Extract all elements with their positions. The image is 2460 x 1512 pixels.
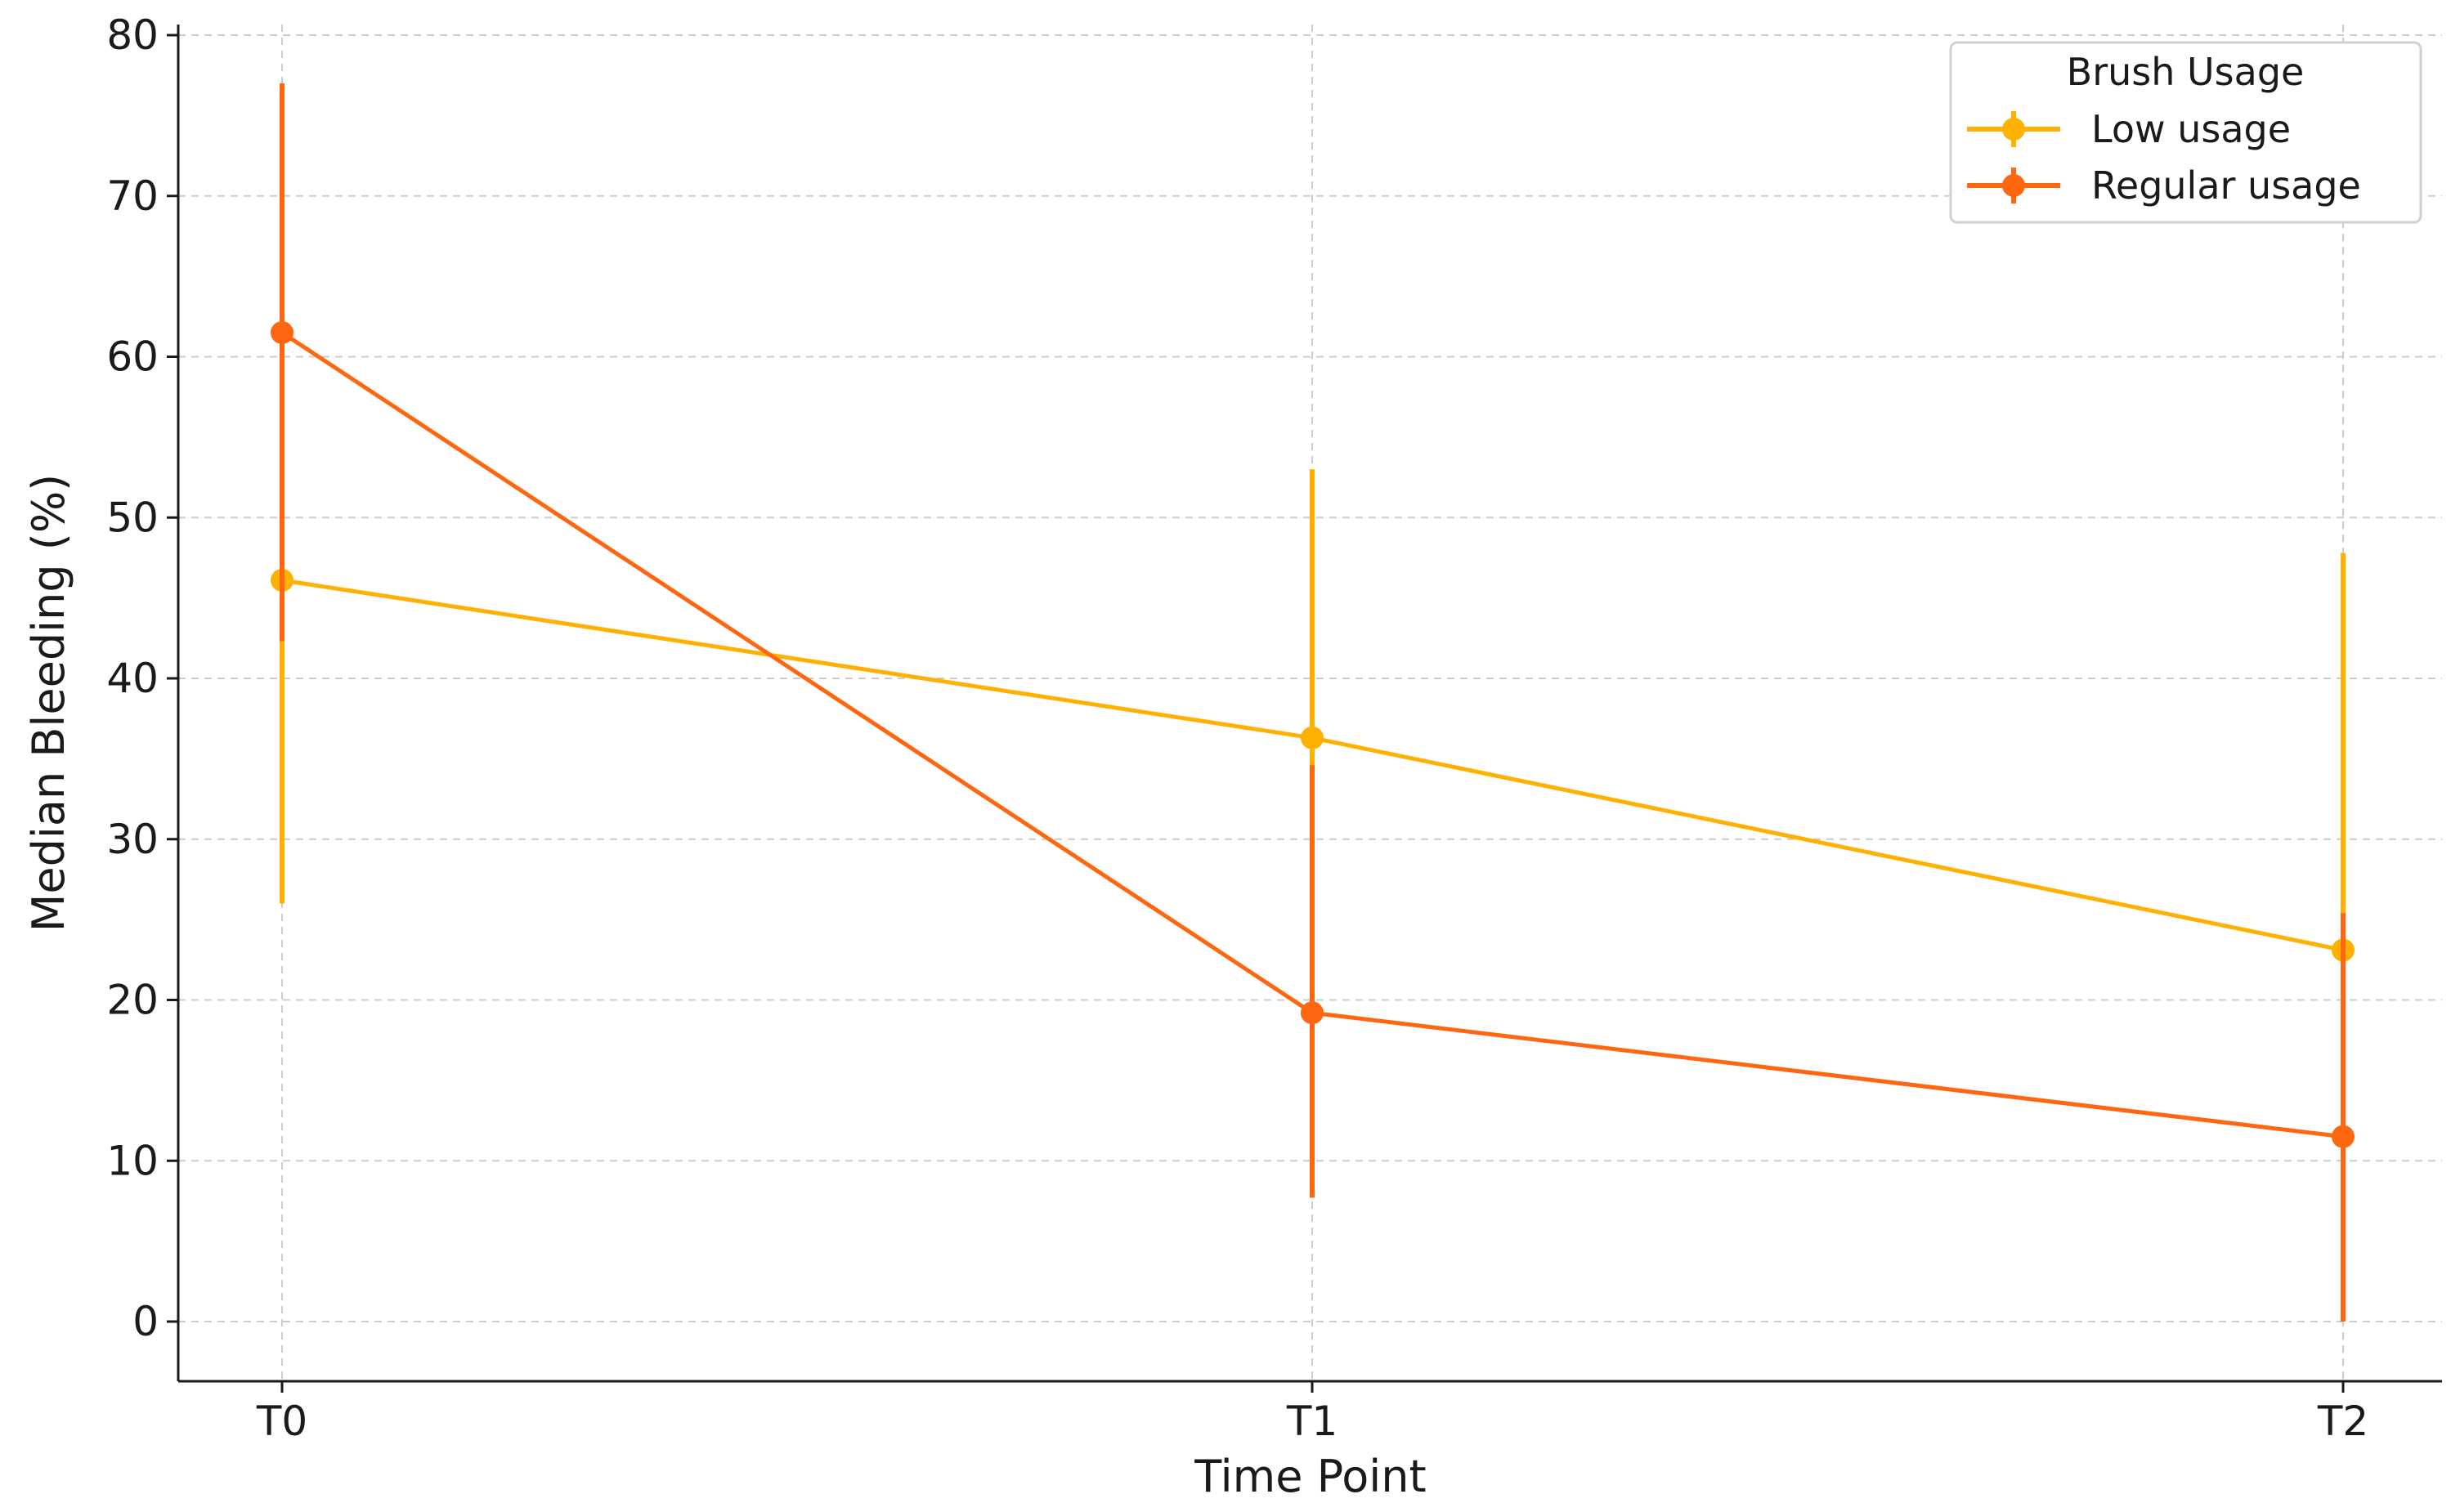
legend-label-regular-usage: Regular usage [2091,163,2361,208]
x-tick-label: T2 [2317,1398,2368,1445]
y-tick-label: 80 [106,11,159,59]
y-tick-label: 30 [106,816,159,863]
legend-marker-regular-usage [2002,174,2025,197]
y-tick-label: 60 [106,333,159,381]
y-tick-label: 10 [106,1137,159,1184]
x-tick-label: T1 [1286,1398,1338,1445]
y-tick-label: 70 [106,172,159,220]
legend-label-low-usage: Low usage [2091,107,2291,151]
x-ticks: T0 T1 T2 [256,1381,2368,1445]
legend-box [1949,41,2422,224]
data-point-regular-usage [2332,1125,2355,1148]
data-point-low-usage [1301,726,1324,749]
x-tick-label: T0 [256,1398,307,1445]
legend-marker-low-usage [2002,118,2025,141]
data-point-regular-usage [1301,1001,1324,1025]
y-tick-label: 20 [106,977,159,1024]
legend-entry-regular-usage: Regular usage [1967,163,2361,208]
y-tick-label: 50 [106,494,159,541]
y-tick-label: 40 [106,655,159,702]
y-ticks: 0 10 20 30 40 50 60 70 80 [106,11,178,1345]
legend: Brush Usage Low usage Regular usage [1949,41,2422,224]
data-point-regular-usage [271,320,293,344]
y-axis-label: Median Bleeding (%) [23,474,74,932]
series-regular-usage [271,83,2355,1322]
y-tick-label: 0 [132,1298,159,1345]
axes [177,25,2442,1383]
legend-title: Brush Usage [2067,50,2305,94]
x-axis-label: Time Point [1194,1451,1426,1502]
legend-entry-low-usage: Low usage [1967,107,2291,151]
series-layer [271,83,2355,1322]
